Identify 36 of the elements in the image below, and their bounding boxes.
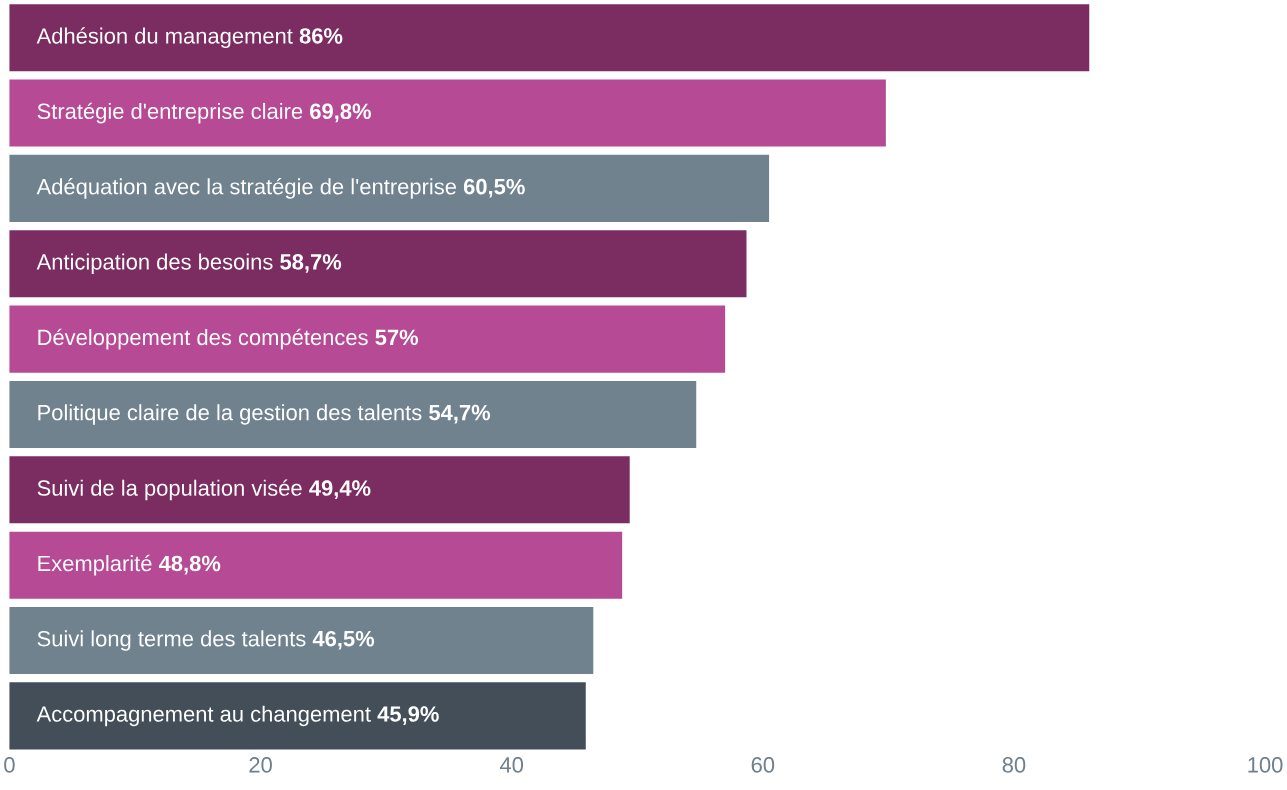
data-label: 46,5% — [312, 631, 375, 650]
data-label: 86% — [299, 28, 343, 44]
bar — [9, 607, 594, 675]
x-tick-label: 80 — [1002, 757, 1026, 773]
x-tick-label: 100 — [1248, 757, 1283, 773]
data-label: 49,4% — [309, 480, 371, 500]
bar — [9, 4, 1090, 72]
y-tick-label: Accompagnement au changement — [36, 705, 371, 727]
data-label: 60,5% — [463, 179, 525, 198]
bar — [9, 682, 586, 750]
y-tick-label: Stratégie d'entreprise claire — [37, 102, 303, 124]
y-tick-label: Exemplarité — [38, 555, 152, 576]
x-tick-label: 60 — [751, 757, 775, 773]
bar — [9, 155, 770, 223]
y-tick-label: Adhésion du management — [36, 27, 293, 49]
data-label: 57% — [375, 329, 419, 346]
data-label: 58,7% — [280, 254, 342, 274]
x-tick-label: 20 — [249, 757, 272, 773]
data-label: 54,7% — [429, 405, 491, 424]
bar — [9, 381, 697, 449]
y-tick-label: Politique claire de la gestion des talents — [38, 404, 422, 425]
y-tick-label: Adéquation avec la stratégie de l'entreprise — [36, 178, 456, 200]
data-label: 45,9% — [377, 706, 439, 726]
x-tick-label: 0 — [4, 757, 15, 773]
bar — [9, 531, 623, 599]
x-tick-label: 40 — [499, 757, 524, 773]
bar — [9, 305, 726, 373]
y-tick-label: Suivi de la population visée — [37, 479, 302, 501]
y-tick-label: Anticipation des besoins — [36, 253, 273, 275]
y-tick-label: Développement des compétences — [38, 329, 368, 350]
bar — [9, 79, 886, 147]
y-tick-label: Suivi long terme des talents — [37, 630, 306, 652]
data-label: 69,8% — [310, 103, 371, 123]
data-label: 48,8% — [158, 555, 221, 575]
bar — [9, 456, 630, 524]
bar — [9, 230, 747, 298]
